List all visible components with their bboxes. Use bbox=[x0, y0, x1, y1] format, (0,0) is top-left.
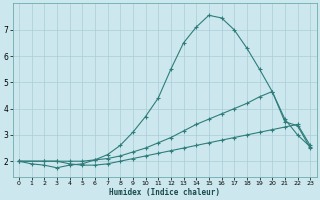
X-axis label: Humidex (Indice chaleur): Humidex (Indice chaleur) bbox=[109, 188, 220, 197]
